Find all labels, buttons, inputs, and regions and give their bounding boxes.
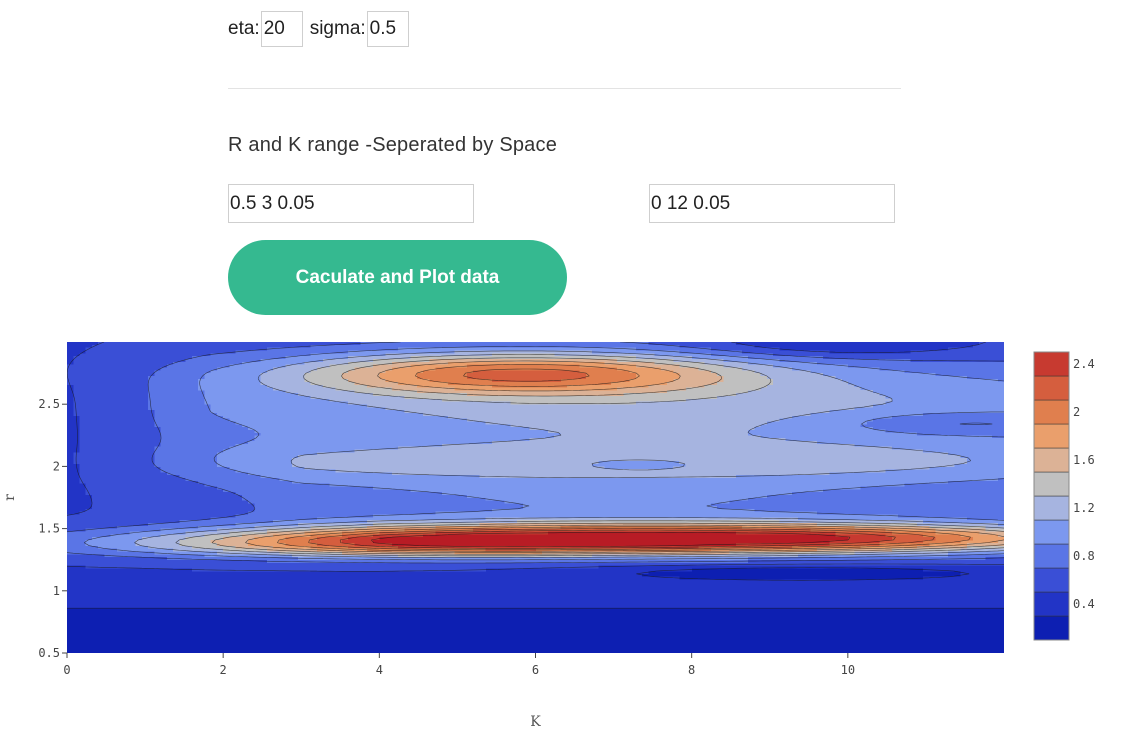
y-axis: 0.5 1 1.5 2 2.5 (38, 397, 67, 660)
contour-band-3 (67, 342, 1004, 563)
y-axis-title: r (2, 494, 18, 501)
y-tick-label: 1.5 (38, 522, 60, 536)
sigma-label: sigma: (309, 18, 366, 39)
colorbar-tick-label: 0.4 (1073, 597, 1095, 611)
colorbar-tick-label: 1.2 (1073, 501, 1095, 515)
k-range-input[interactable] (649, 184, 895, 223)
eta-input[interactable] (260, 11, 303, 47)
y-tick-label: 1 (53, 584, 60, 598)
colorbar-tick-label: 2 (1073, 405, 1080, 419)
colorbar-tick-label: 0.8 (1073, 549, 1095, 563)
colorbar: 0.4 0.8 1.2 1.6 2 2.4 (1033, 351, 1095, 641)
x-axis-title: K (530, 714, 541, 730)
colorbar-frame (1033, 351, 1070, 641)
contour-band-11 (341, 531, 892, 549)
colorbar-band (1033, 495, 1070, 521)
contour-band-10 (310, 370, 936, 552)
colorbar-band (1033, 423, 1070, 449)
contour-band-4 (85, 347, 1004, 561)
colorbar-band (1033, 519, 1070, 545)
contour-chart: 0 2 4 6 8 10 0.5 1 1.5 2 2.5 0.4 0.8 1.2 1.6 2 2.4 K r (2, 342, 1095, 730)
x-tick-label: 0 (63, 663, 70, 677)
y-tick-label: 0.5 (38, 646, 60, 660)
colorbar-band (1033, 591, 1070, 617)
contour-band-0 (67, 568, 1004, 653)
x-tick-label: 6 (532, 663, 539, 677)
params-row: eta: sigma: (228, 10, 409, 48)
colorbar-band (1033, 351, 1070, 377)
colorbar-band (1033, 399, 1070, 425)
colorbar-band (1033, 567, 1070, 593)
x-axis: 0 2 4 6 8 10 (63, 653, 855, 677)
x-tick-label: 2 (220, 663, 227, 677)
range-heading: R and K range -Seperated by Space (228, 134, 558, 156)
colorbar-band (1033, 375, 1070, 401)
sigma-input[interactable] (366, 11, 409, 47)
divider (228, 88, 901, 89)
contour-band-2 (67, 342, 1004, 572)
contour-band-5 (135, 350, 1004, 558)
contour-layer (67, 342, 1004, 653)
colorbar-tick-label: 2.4 (1073, 357, 1095, 371)
y-tick-label: 2 (53, 459, 60, 473)
x-tick-label: 8 (688, 663, 695, 677)
eta-label: eta: (228, 18, 260, 39)
contour-lines (67, 342, 1004, 609)
contour-band-12 (373, 531, 849, 546)
colorbar-band (1033, 447, 1070, 473)
r-range-input[interactable] (228, 184, 474, 223)
contour-band-9 (279, 364, 974, 552)
y-tick-label: 2.5 (38, 397, 60, 411)
contour-band-1 (67, 342, 1004, 609)
colorbar-tick-label: 1.6 (1073, 453, 1095, 467)
x-tick-label: 4 (376, 663, 383, 677)
colorbar-band (1033, 615, 1070, 641)
colorbar-band (1033, 543, 1070, 569)
x-tick-label: 10 (841, 663, 855, 677)
colorbar-band (1033, 471, 1070, 497)
calculate-plot-button[interactable]: Caculate and Plot data (228, 240, 567, 315)
